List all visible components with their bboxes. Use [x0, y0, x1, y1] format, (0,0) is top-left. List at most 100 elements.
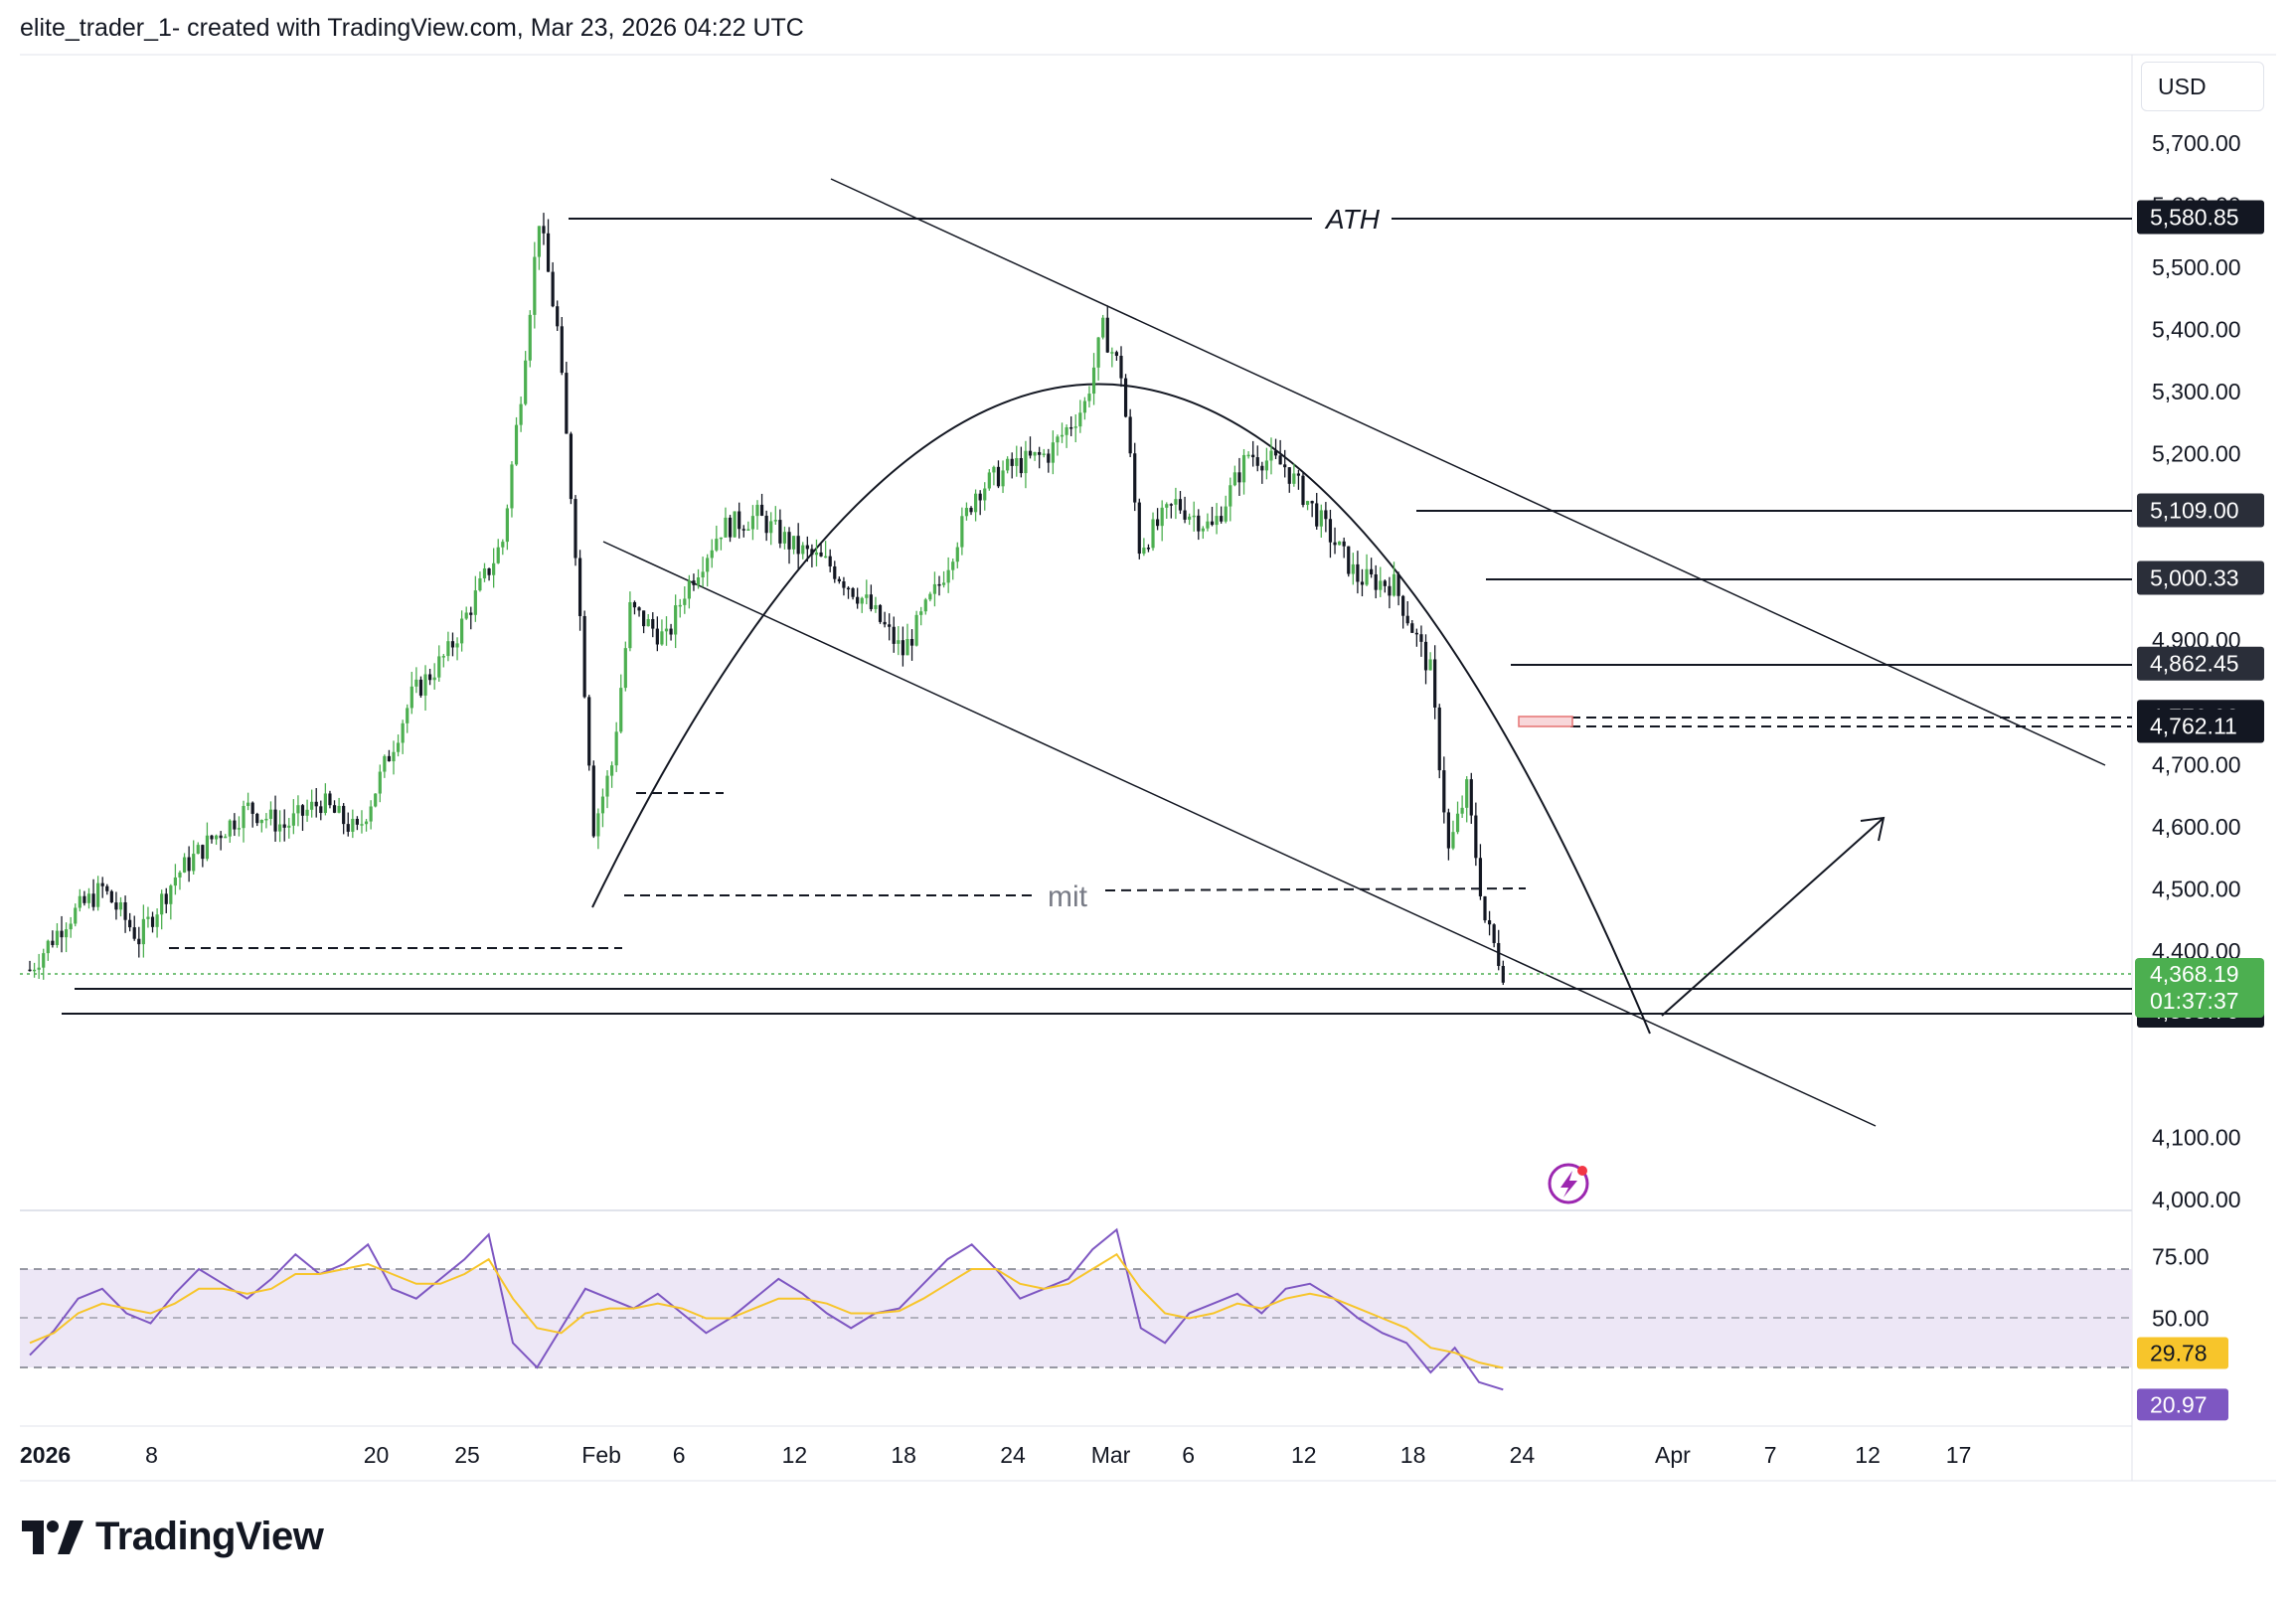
rsi-ma-line	[29, 1252, 1504, 1369]
candle	[1388, 576, 1392, 609]
candle	[282, 809, 286, 842]
ath-annotation[interactable]: ATH	[1324, 204, 1381, 235]
candle	[255, 812, 259, 827]
candle	[1229, 477, 1232, 522]
mit-annotation[interactable]: mit	[1048, 880, 1088, 913]
candle	[1292, 463, 1296, 487]
candle	[432, 663, 436, 690]
projection-arrow-head[interactable]	[1860, 816, 1886, 842]
candle	[983, 482, 987, 511]
candle	[1015, 445, 1019, 477]
candle	[600, 788, 605, 828]
svg-text:5,580.85: 5,580.85	[2150, 205, 2239, 231]
svg-text:4,862.45: 4,862.45	[2150, 651, 2239, 677]
candle	[888, 613, 892, 641]
candle	[914, 610, 918, 647]
candle	[1492, 923, 1496, 948]
candle	[342, 803, 346, 835]
candle	[909, 629, 914, 661]
candle	[100, 877, 104, 898]
price-tick-label: 4,700.00	[2152, 751, 2241, 777]
candle	[974, 489, 978, 522]
candle	[655, 616, 659, 652]
drawings[interactable]	[20, 178, 2132, 1127]
price-tick-label: 5,400.00	[2152, 317, 2241, 343]
candle	[628, 591, 632, 652]
candle	[969, 506, 973, 516]
time-tick-label: Apr	[1655, 1442, 1691, 1468]
candle	[82, 890, 86, 906]
candle	[300, 804, 305, 832]
candle	[346, 812, 350, 837]
candle	[1283, 449, 1287, 478]
candle	[642, 610, 646, 634]
candle	[1315, 493, 1319, 530]
candle	[1010, 452, 1014, 479]
candle	[450, 632, 455, 657]
candle	[865, 579, 869, 605]
candle	[733, 511, 737, 538]
candle	[460, 610, 464, 652]
candle	[651, 612, 655, 638]
lightning-alert-icon[interactable]	[1548, 1163, 1589, 1204]
candle	[1210, 506, 1215, 527]
currency-selector[interactable]: USD	[2141, 62, 2264, 111]
candle	[242, 800, 246, 843]
candle	[374, 793, 378, 808]
time-tick-label: 8	[145, 1442, 158, 1468]
candle	[769, 512, 773, 546]
candle	[1056, 434, 1060, 456]
candle	[1038, 446, 1042, 469]
candle	[1469, 772, 1473, 824]
current-price-label: 4,368.19 01:37:37	[2135, 958, 2264, 1018]
candle	[1119, 346, 1123, 388]
candle	[1246, 451, 1250, 459]
candle	[1360, 568, 1365, 597]
candle	[1301, 472, 1305, 508]
candle	[233, 813, 237, 837]
candle	[392, 740, 396, 775]
candle	[1137, 498, 1141, 560]
candle	[805, 536, 809, 562]
candle	[1019, 446, 1023, 478]
candle	[123, 895, 127, 933]
lower-trendline[interactable]	[602, 541, 1877, 1127]
candle	[955, 542, 959, 568]
candle	[496, 539, 500, 564]
candle	[1114, 350, 1119, 361]
price-tick-label: 5,700.00	[2152, 130, 2241, 156]
arc-curve[interactable]	[591, 383, 1651, 1035]
candle	[1273, 438, 1278, 459]
candle	[706, 554, 710, 587]
candle	[923, 597, 927, 615]
candle	[1433, 645, 1437, 720]
candle	[560, 317, 564, 376]
candle	[1419, 625, 1423, 657]
candle	[141, 904, 145, 958]
candle	[332, 800, 337, 814]
candle	[514, 416, 519, 466]
candle	[65, 922, 69, 953]
candle	[1264, 447, 1268, 480]
candle	[1455, 801, 1460, 835]
candle	[796, 523, 800, 569]
candle	[782, 526, 787, 550]
projection-arrow-line[interactable]	[1661, 817, 1885, 1017]
tradingview-brand[interactable]: TradingView	[22, 1515, 324, 1559]
candle	[505, 504, 509, 551]
candle	[228, 819, 232, 843]
supply-zone[interactable]	[1518, 716, 1573, 727]
candle	[951, 559, 955, 580]
candle	[528, 310, 532, 368]
candle	[378, 764, 382, 803]
mit-line-right[interactable]	[1104, 887, 1527, 891]
candle	[897, 626, 901, 656]
candle	[401, 720, 405, 754]
price-level-label: 5,580.85	[2137, 200, 2264, 235]
candle	[801, 542, 805, 560]
candle	[482, 562, 487, 582]
candle	[1047, 448, 1051, 473]
upper-trendline[interactable]	[830, 178, 2106, 766]
candle	[1296, 469, 1301, 490]
